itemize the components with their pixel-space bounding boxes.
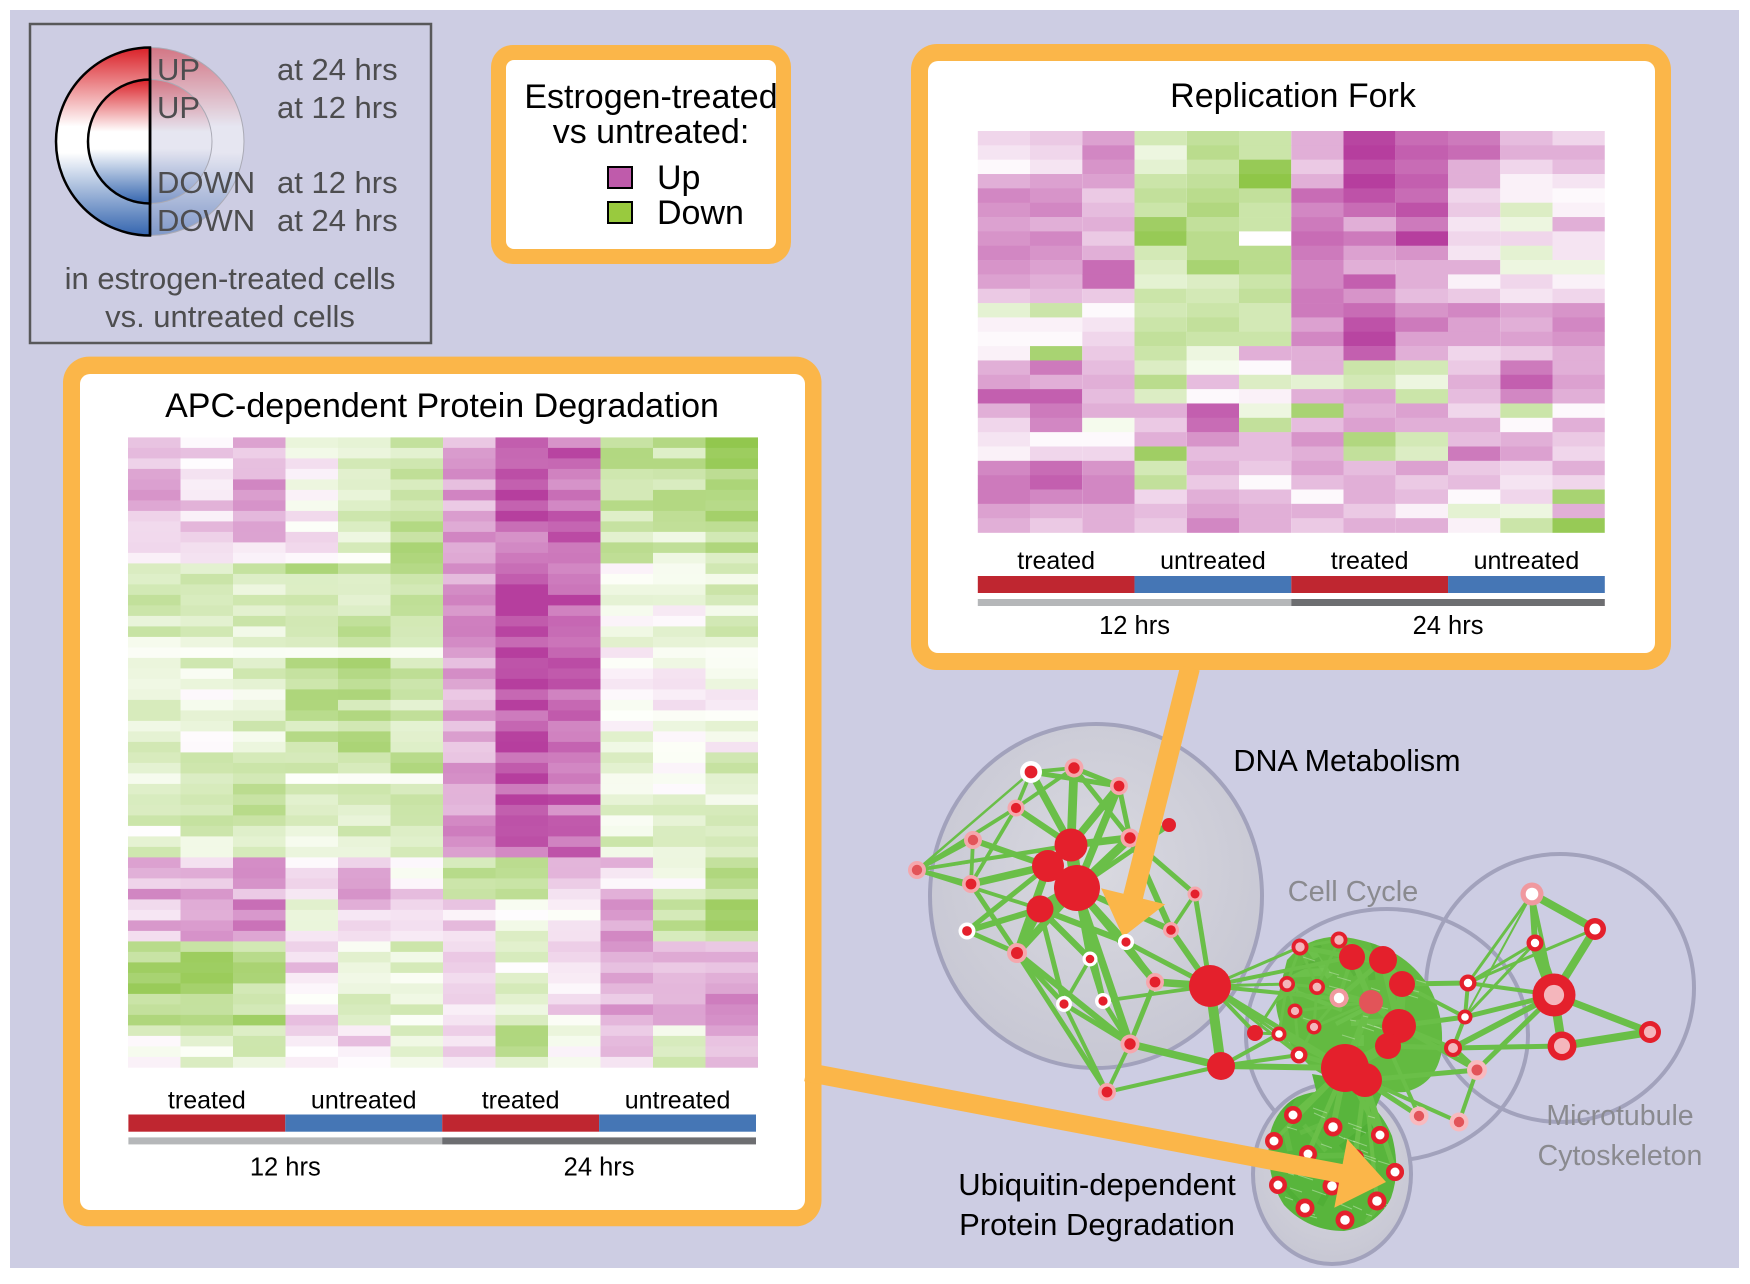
svg-text:24 hrs: 24 hrs <box>564 1154 635 1182</box>
svg-text:Up: Up <box>657 159 700 197</box>
svg-text:at 24 hrs: at 24 hrs <box>277 52 398 87</box>
svg-text:vs untreated:: vs untreated: <box>553 113 750 151</box>
svg-text:Down: Down <box>657 194 744 232</box>
svg-text:12 hrs: 12 hrs <box>250 1154 321 1182</box>
svg-text:untreated: untreated <box>311 1087 417 1115</box>
svg-text:treated: treated <box>168 1087 246 1115</box>
svg-text:in estrogen-treated cells: in estrogen-treated cells <box>65 261 396 296</box>
svg-text:at 24 hrs: at 24 hrs <box>277 203 398 238</box>
svg-text:treated: treated <box>1331 547 1409 575</box>
svg-text:DNA Metabolism: DNA Metabolism <box>1233 744 1460 778</box>
svg-text:treated: treated <box>482 1087 560 1115</box>
svg-text:untreated: untreated <box>1160 547 1266 575</box>
svg-text:vs. untreated cells: vs. untreated cells <box>105 299 355 334</box>
svg-text:untreated: untreated <box>1474 547 1580 575</box>
svg-text:UP: UP <box>157 52 200 87</box>
svg-text:Cytoskeleton: Cytoskeleton <box>1538 1140 1703 1172</box>
svg-text:treated: treated <box>1017 547 1095 575</box>
svg-text:DOWN: DOWN <box>157 165 255 200</box>
svg-text:APC-dependent Protein Degradat: APC-dependent Protein Degradation <box>165 387 719 425</box>
svg-text:24 hrs: 24 hrs <box>1413 612 1484 640</box>
svg-text:Estrogen-treated: Estrogen-treated <box>524 78 777 116</box>
svg-text:UP: UP <box>157 90 200 125</box>
svg-text:Microtubule: Microtubule <box>1546 1100 1693 1132</box>
svg-text:untreated: untreated <box>625 1087 731 1115</box>
svg-text:Replication Fork: Replication Fork <box>1170 77 1417 115</box>
svg-text:at 12 hrs: at 12 hrs <box>277 90 398 125</box>
svg-text:Cell Cycle: Cell Cycle <box>1288 876 1419 908</box>
svg-text:Ubiquitin-dependent: Ubiquitin-dependent <box>958 1167 1236 1202</box>
svg-text:12 hrs: 12 hrs <box>1099 612 1170 640</box>
svg-text:at 12 hrs: at 12 hrs <box>277 165 398 200</box>
svg-text:DOWN: DOWN <box>157 203 255 238</box>
svg-text:Protein Degradation: Protein Degradation <box>959 1207 1235 1242</box>
